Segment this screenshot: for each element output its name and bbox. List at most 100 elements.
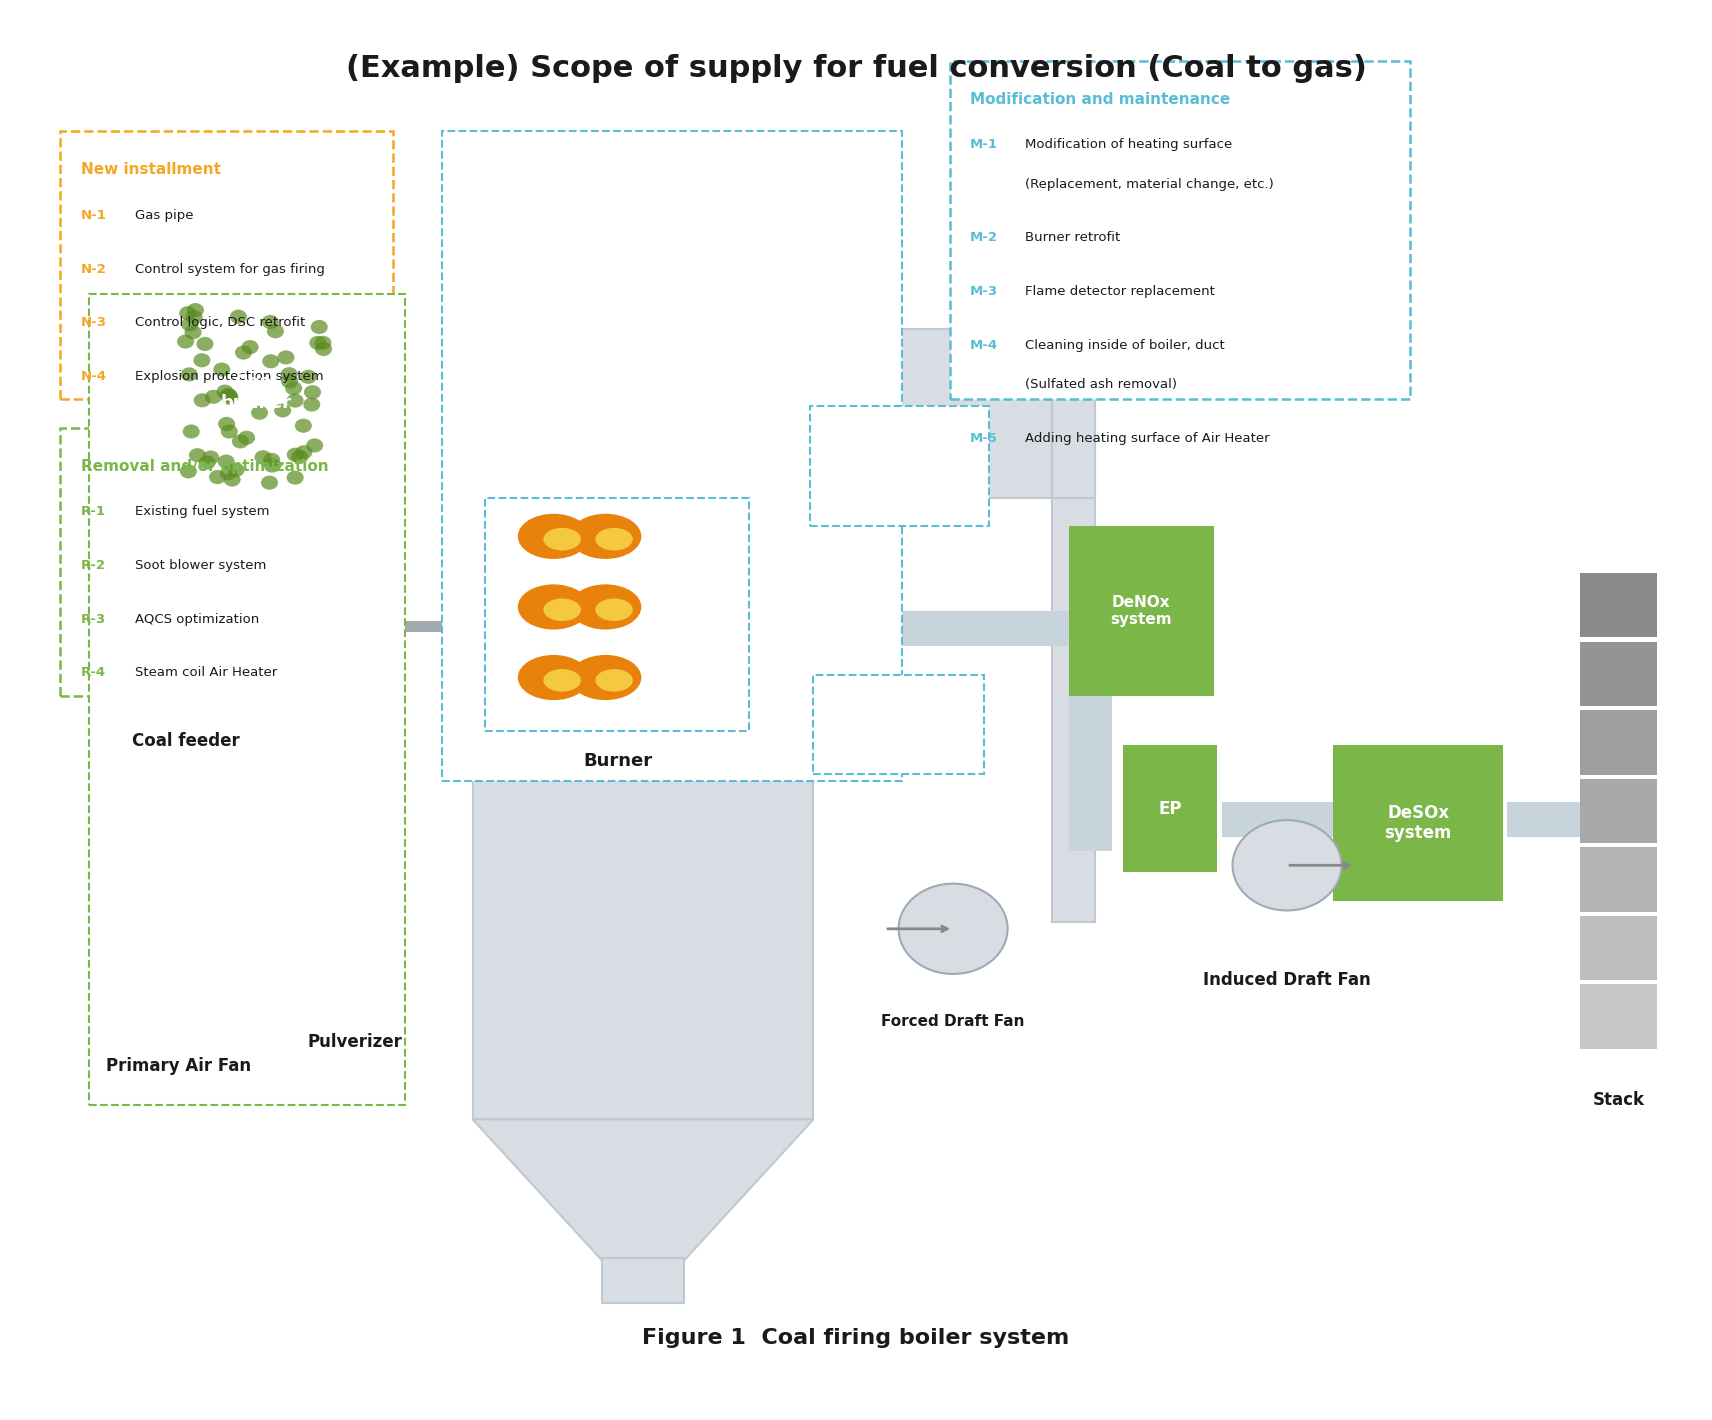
Circle shape <box>300 369 317 383</box>
Text: Furnace: Furnace <box>568 577 649 594</box>
Text: N-1: N-1 <box>80 209 106 222</box>
Bar <box>813 674 984 774</box>
Bar <box>810 406 990 527</box>
Circle shape <box>277 351 294 365</box>
Text: M-2: M-2 <box>971 231 998 244</box>
Text: Air Heater: Air Heater <box>854 717 943 731</box>
Bar <box>603 1258 683 1304</box>
Circle shape <box>262 315 279 329</box>
Bar <box>1580 574 1657 638</box>
Circle shape <box>235 345 252 359</box>
Polygon shape <box>171 406 341 660</box>
Ellipse shape <box>596 598 633 621</box>
Bar <box>1051 159 1094 922</box>
Circle shape <box>219 466 236 480</box>
Circle shape <box>305 385 322 399</box>
Circle shape <box>306 439 324 453</box>
Text: Adding heating surface of Air Heater: Adding heating surface of Air Heater <box>1025 432 1269 444</box>
Ellipse shape <box>543 598 580 621</box>
Bar <box>580 237 724 498</box>
Circle shape <box>219 388 236 402</box>
Text: N-2: N-2 <box>80 263 106 275</box>
Text: M-1: M-1 <box>971 138 998 152</box>
Text: Heating
surface: Heating surface <box>616 345 690 383</box>
Text: R-3: R-3 <box>80 612 106 626</box>
Circle shape <box>188 449 205 463</box>
Circle shape <box>180 307 197 321</box>
Polygon shape <box>473 1119 813 1261</box>
Ellipse shape <box>171 301 341 513</box>
Circle shape <box>176 335 193 348</box>
Ellipse shape <box>517 585 589 629</box>
Circle shape <box>255 450 272 464</box>
Bar <box>1580 778 1657 843</box>
Bar <box>1580 916 1657 980</box>
Text: Primary Air Fan: Primary Air Fan <box>106 1056 252 1075</box>
Circle shape <box>221 391 238 405</box>
Bar <box>308 632 317 900</box>
Text: Explosion protection system: Explosion protection system <box>135 369 324 383</box>
Circle shape <box>303 398 320 412</box>
Ellipse shape <box>596 669 633 692</box>
Bar <box>484 498 748 731</box>
Text: EP: EP <box>1159 799 1181 818</box>
Text: Burner: Burner <box>582 753 652 770</box>
Text: R-2: R-2 <box>80 559 106 572</box>
Bar <box>1580 848 1657 912</box>
Ellipse shape <box>570 655 642 700</box>
Circle shape <box>241 339 259 354</box>
Bar <box>1507 802 1584 836</box>
Circle shape <box>224 473 241 487</box>
Text: Modification of heating surface: Modification of heating surface <box>1025 138 1233 152</box>
Circle shape <box>199 456 216 470</box>
Circle shape <box>180 464 197 479</box>
Bar <box>950 61 1409 399</box>
Circle shape <box>286 470 303 484</box>
Text: Coal
bunker: Coal bunker <box>221 373 291 412</box>
Text: (Example) Scope of supply for fuel conversion (Coal to gas): (Example) Scope of supply for fuel conve… <box>346 54 1366 82</box>
Text: N-3: N-3 <box>80 317 106 329</box>
Text: Existing fuel system: Existing fuel system <box>135 506 270 518</box>
Bar <box>442 131 902 781</box>
Circle shape <box>221 389 238 403</box>
Text: Flame detector replacement: Flame detector replacement <box>1025 285 1214 298</box>
Circle shape <box>274 403 291 417</box>
Circle shape <box>221 425 238 439</box>
Circle shape <box>193 393 211 408</box>
Bar <box>813 611 1077 646</box>
Text: M-3: M-3 <box>971 285 998 298</box>
Text: DeSOx
system: DeSOx system <box>1385 804 1452 842</box>
Circle shape <box>899 883 1008 974</box>
Bar <box>60 427 392 696</box>
Bar <box>822 682 976 767</box>
Bar <box>736 329 805 456</box>
Bar <box>1580 642 1657 706</box>
Circle shape <box>281 375 298 389</box>
Bar <box>493 506 514 724</box>
Text: Control system for gas firing: Control system for gas firing <box>135 263 325 275</box>
Text: (Sulfated ash removal): (Sulfated ash removal) <box>1025 378 1176 392</box>
Bar <box>1123 746 1217 872</box>
Text: DeNOx
system: DeNOx system <box>1111 595 1173 628</box>
Circle shape <box>217 454 235 469</box>
Circle shape <box>262 354 279 368</box>
Ellipse shape <box>570 585 642 629</box>
Circle shape <box>310 320 327 334</box>
Bar <box>264 836 315 993</box>
Bar <box>478 244 572 527</box>
Circle shape <box>183 425 200 439</box>
Bar <box>493 648 740 656</box>
Bar <box>1068 696 1111 851</box>
Circle shape <box>209 470 226 484</box>
Text: (Replacement, material change, etc.): (Replacement, material change, etc.) <box>1025 178 1274 190</box>
Circle shape <box>214 362 231 376</box>
Text: M-5: M-5 <box>971 432 998 444</box>
Text: Induced Draft Fan: Induced Draft Fan <box>1204 971 1371 990</box>
Bar <box>308 621 478 632</box>
Circle shape <box>228 463 245 477</box>
Text: Control logic, DSC retrofit: Control logic, DSC retrofit <box>135 317 306 329</box>
Text: Removal and/or optimization: Removal and/or optimization <box>80 459 329 474</box>
Bar <box>813 329 1085 498</box>
Text: M-4: M-4 <box>971 339 998 352</box>
Circle shape <box>296 444 312 459</box>
